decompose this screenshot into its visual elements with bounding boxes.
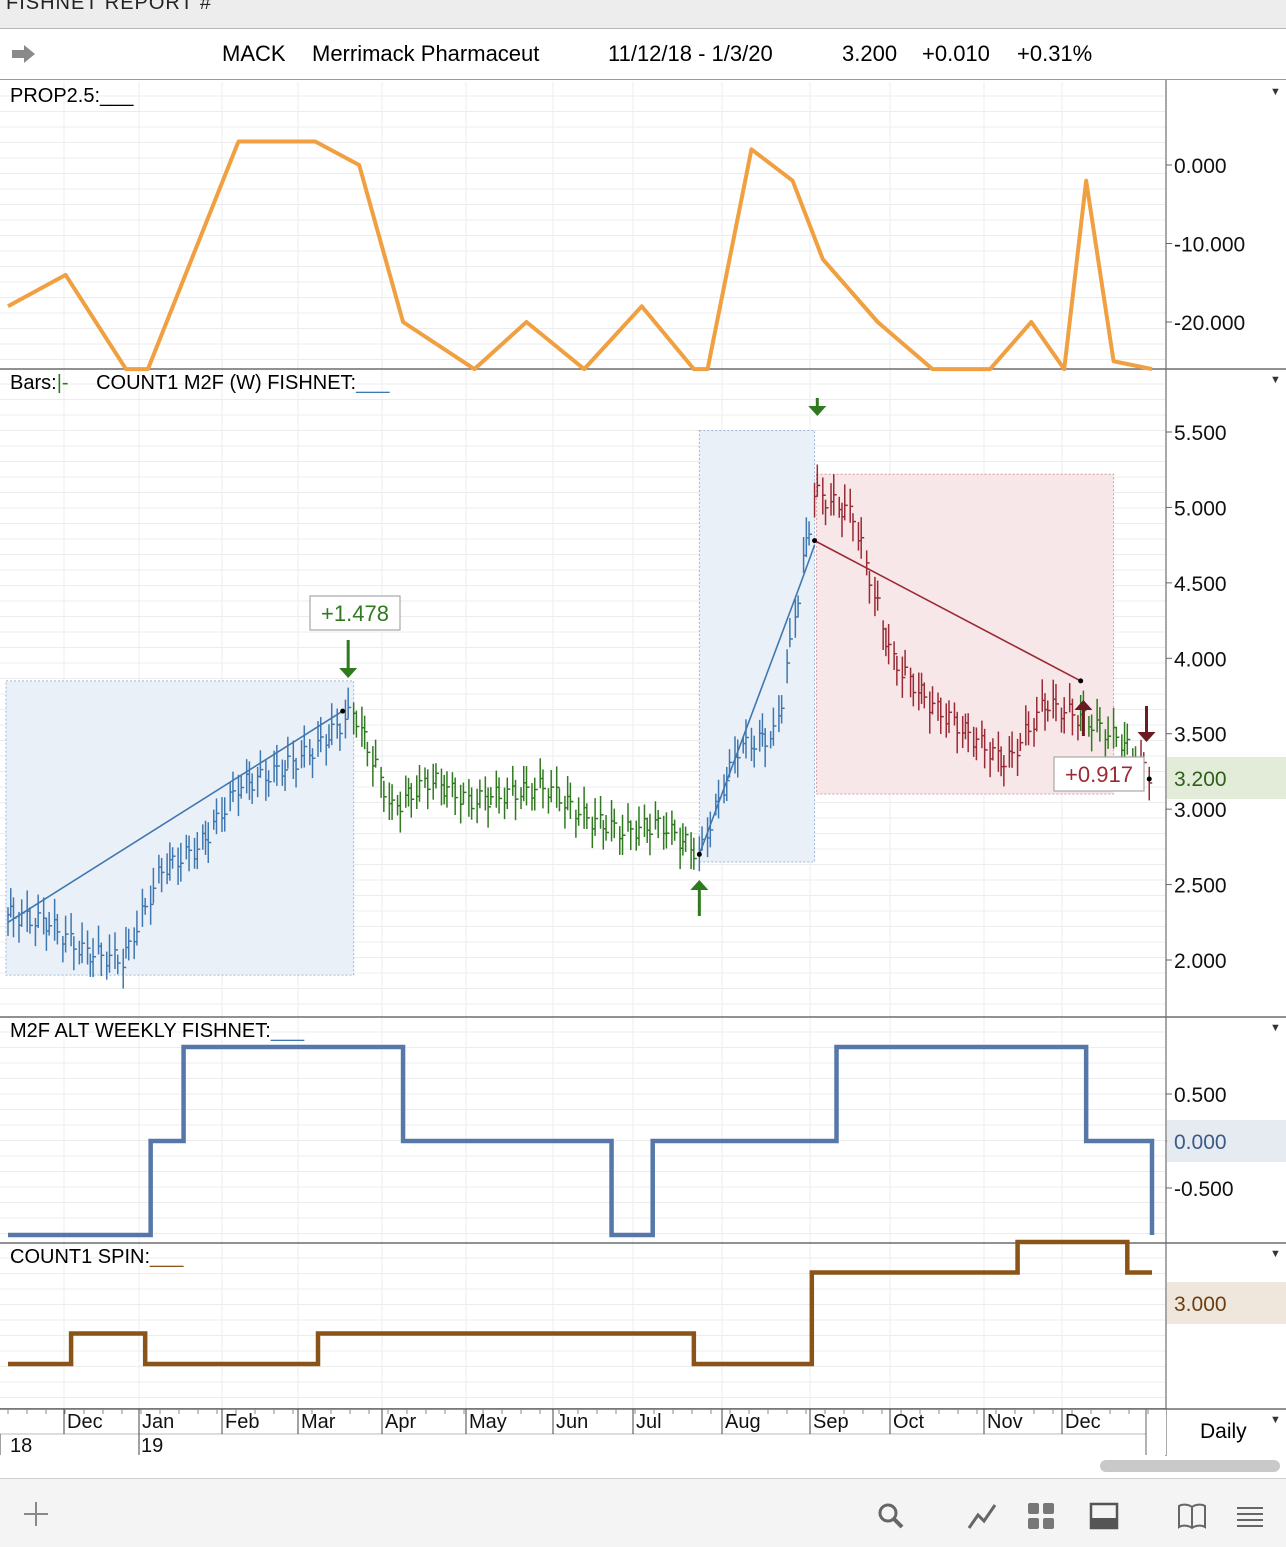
pivot-point <box>812 538 817 543</box>
window-title: FISHNET REPORT # <box>6 0 212 15</box>
month-label: Jul <box>636 1411 662 1433</box>
month-label: Feb <box>225 1411 259 1433</box>
up-leg-box-1 <box>6 681 354 975</box>
price-tick-label: 2.500 <box>1174 875 1227 898</box>
price-plot: +1.478 +0.917 <box>6 398 1156 989</box>
prop-label-blank: ___ <box>100 85 133 108</box>
last-price: 3.200 <box>842 41 897 67</box>
gain-callout-2-text: +0.917 <box>1065 762 1133 787</box>
price-tick-label: 3.500 <box>1174 724 1227 747</box>
horizontal-scrollbar[interactable] <box>1100 1460 1280 1472</box>
sell-arrow-icon-head <box>339 668 357 678</box>
alt-panel-label[interactable]: M2F ALT WEEKLY FISHNET:___ <box>10 1020 304 1043</box>
last-price-label: 3.200 <box>1174 768 1227 791</box>
plus-icon[interactable] <box>20 1498 52 1530</box>
y-axis-labels: 0.000 -10.000 -20.000 5.500 5.000 4.500 4.000 3… <box>1166 155 1286 1324</box>
date-range[interactable]: 11/12/18 - 1/3/20 <box>608 41 773 67</box>
month-label: Sep <box>813 1411 849 1433</box>
prop-series-line <box>8 141 1152 369</box>
pivot-point <box>1078 678 1083 683</box>
month-label: Nov <box>987 1411 1023 1433</box>
price-tick-label: 4.000 <box>1174 648 1227 671</box>
buy-arrow-icon-head <box>690 880 708 890</box>
alt-tick-label: 0.500 <box>1174 1084 1227 1107</box>
alt-tick-label: -0.500 <box>1174 1178 1234 1201</box>
month-label: Apr <box>385 1411 416 1433</box>
prop-plot <box>8 141 1152 369</box>
spin-menu-caret-icon[interactable]: ▼ <box>1270 1248 1281 1260</box>
grid-icon[interactable] <box>1025 1500 1057 1532</box>
month-label: Mar <box>301 1411 336 1433</box>
month-label: Aug <box>725 1411 761 1433</box>
spin-last-label: 3.000 <box>1174 1293 1227 1316</box>
sell-arrow-icon-2 <box>808 398 826 416</box>
pivot-point <box>1147 776 1152 781</box>
month-label: Dec <box>67 1411 103 1433</box>
gain-callout-1: +1.478 <box>310 596 400 630</box>
chart-area[interactable]: +1.478 +0.917 0.000 -10.000 -20.000 5.500 5.0… <box>0 80 1286 1480</box>
bars-label: Bars: <box>10 372 57 394</box>
bars-glyph: |- <box>57 372 69 394</box>
month-label: Oct <box>893 1411 925 1433</box>
interval-caret-icon[interactable]: ▼ <box>1270 1414 1281 1426</box>
month-label: Jan <box>142 1411 174 1433</box>
spin-panel-label[interactable]: COUNT1 SPIN:___ <box>10 1246 183 1269</box>
spin-label-blank: ___ <box>150 1246 183 1269</box>
prop-tick-label: -20.000 <box>1174 312 1245 335</box>
sell-arrow-icon <box>339 640 357 678</box>
price-change: +0.010 <box>922 41 990 67</box>
price-tick-label: 3.000 <box>1174 799 1227 822</box>
price-change-pct: +0.31% <box>1017 41 1092 67</box>
month-label: Dec <box>1065 1411 1101 1433</box>
up-leg-box-2 <box>699 430 814 861</box>
arrow-right-icon[interactable] <box>10 43 36 65</box>
gain-callout-2: +0.917 <box>1054 757 1144 791</box>
alt-label-blank: ___ <box>271 1020 304 1043</box>
price-tick-label: 5.500 <box>1174 422 1227 445</box>
book-icon[interactable] <box>1176 1500 1208 1532</box>
year-label: 19 <box>141 1435 163 1457</box>
sell-arrow-icon-3 <box>1138 706 1156 742</box>
alt-label-text: M2F ALT WEEKLY FISHNET: <box>10 1020 271 1042</box>
month-label: May <box>469 1411 507 1433</box>
line-chart-icon[interactable] <box>966 1500 998 1532</box>
spin-label-text: COUNT1 SPIN: <box>10 1246 150 1268</box>
prop-label-text: PROP2.5: <box>10 85 100 107</box>
year-label: 18 <box>10 1435 32 1457</box>
pivot-point <box>340 709 345 714</box>
panel-icon[interactable] <box>1088 1500 1120 1532</box>
main-menu-caret-icon[interactable]: ▼ <box>1270 374 1281 386</box>
prop-tick-label: -10.000 <box>1174 234 1245 257</box>
price-tick-label: 4.500 <box>1174 573 1227 596</box>
prop-panel-label[interactable]: PROP2.5:___ <box>10 85 133 108</box>
alt-zero-label: 0.000 <box>1174 1131 1227 1154</box>
main-label-text: COUNT1 M2F (W) FISHNET: <box>96 372 356 394</box>
window-titlebar: FISHNET REPORT # <box>0 0 1286 29</box>
prop-menu-caret-icon[interactable]: ▼ <box>1270 86 1281 98</box>
company-name: Merrimack Pharmaceut <box>312 41 539 67</box>
main-label-blank: ___ <box>356 372 389 395</box>
main-panel-label[interactable]: Bars:|- COUNT1 M2F (W) FISHNET:___ <box>10 372 389 395</box>
prop-tick-label: 0.000 <box>1174 155 1227 178</box>
price-tick-label: 5.000 <box>1174 497 1227 520</box>
interval-selector[interactable]: Daily <box>1200 1420 1247 1444</box>
pivot-point <box>697 852 702 857</box>
x-axis: Dec Jan Feb Mar Apr May Jun Jul Aug Sep Oct Nov Dec 1… <box>0 1409 1166 1457</box>
quote-header: MACK Merrimack Pharmaceut 11/12/18 - 1/3… <box>0 29 1286 80</box>
menu-icon[interactable] <box>1234 1500 1266 1532</box>
symbol[interactable]: MACK <box>222 41 286 67</box>
month-label: Jun <box>556 1411 588 1433</box>
alt-menu-caret-icon[interactable]: ▼ <box>1270 1022 1281 1034</box>
gain-callout-1-text: +1.478 <box>321 601 389 626</box>
search-icon[interactable] <box>875 1500 907 1532</box>
price-tick-label: 2.000 <box>1174 950 1227 973</box>
